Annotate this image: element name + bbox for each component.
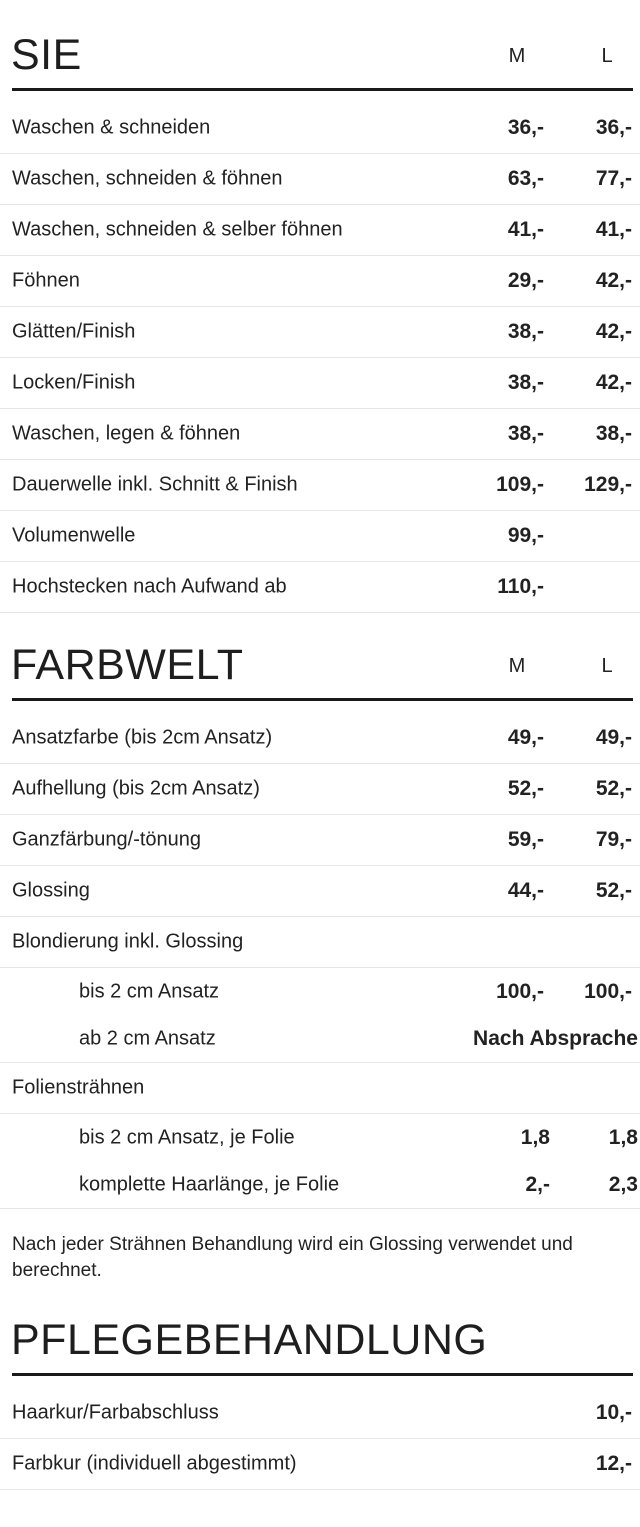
section-title: FARBWELT (11, 641, 244, 689)
sub-price-row: bis 2 cm Ansatz, je Folie 1,8 1,8 (0, 1114, 640, 1161)
price-m: 38,- (507, 422, 544, 445)
service-label: komplette Haarlänge, je Folie (79, 1173, 340, 1195)
service-label: Foliensträhnen (12, 1076, 145, 1099)
price-l: 10,- (595, 1401, 632, 1424)
service-label: Blondierung inkl. Glossing (12, 930, 244, 953)
service-label: Ganzfärbung/-tönung (12, 828, 202, 851)
section-title: PFLEGEBEHANDLUNG (11, 1316, 488, 1364)
column-header-l: L (601, 45, 613, 67)
price-l: 42,- (595, 269, 632, 292)
price-m: 2,- (525, 1172, 550, 1196)
service-label: Haarkur/Farbabschluss (12, 1401, 219, 1424)
price-l: 77,- (595, 167, 632, 190)
service-label: Locken/Finish (12, 371, 136, 394)
price-row: Föhnen 29,- 42,- (0, 256, 640, 307)
price-m: 38,- (507, 371, 544, 394)
service-label: Waschen, legen & föhnen (12, 422, 241, 445)
price-m: 29,- (507, 269, 544, 292)
price-l: 36,- (595, 116, 632, 139)
price-m: 49,- (507, 726, 544, 749)
service-label: bis 2 cm Ansatz, je Folie (79, 1126, 295, 1148)
price-m: 41,- (507, 218, 544, 241)
section-header: FARBWELT M L (11, 610, 633, 701)
sub-price-row: ab 2 cm Ansatz Nach Absprache (0, 1015, 640, 1063)
price-row: Waschen, legen & föhnen 38,- 38,- (0, 409, 640, 460)
service-label: bis 2 cm Ansatz (79, 980, 220, 1002)
price-row: Dauerwelle inkl. Schnitt & Finish 109,- 12… (0, 460, 640, 511)
sub-price-row: komplette Haarlänge, je Folie 2,- 2,3 (0, 1161, 640, 1209)
service-label: Ansatzfarbe (bis 2cm Ansatz) (12, 726, 273, 749)
price-row: Haarkur/Farbabschluss 10,- (0, 1388, 640, 1439)
service-label: Glätten/Finish (12, 320, 136, 343)
sub-price-row: bis 2 cm Ansatz 100,- 100,- (0, 968, 640, 1015)
service-label: Föhnen (12, 269, 80, 292)
price-row: Foliensträhnen (0, 1063, 640, 1114)
column-header-m: M (508, 45, 526, 67)
price-l: 38,- (595, 422, 632, 445)
price-m: 59,- (507, 828, 544, 851)
price-m: 1,8 (520, 1125, 550, 1149)
price-row: Glossing 44,- 52,- (0, 866, 640, 917)
price-l: 52,- (595, 777, 632, 800)
price-list: Haarkur/Farbabschluss 10,- Farbkur (indivi… (0, 1388, 640, 1490)
price-l: 129,- (584, 473, 632, 496)
service-label: Volumenwelle (12, 524, 136, 547)
section-farbwelt: FARBWELT M L Ansatzfarbe (bis 2cm Ansatz) 49… (0, 610, 640, 1209)
price-l: 42,- (595, 371, 632, 394)
service-label: Waschen, schneiden & selber föhnen (12, 218, 343, 241)
section-header: SIE M L (11, 0, 633, 91)
service-label: Farbkur (individuell abgestimmt) (12, 1452, 297, 1475)
price-l: 79,- (595, 828, 632, 851)
price-row: Aufhellung (bis 2cm Ansatz) 52,- 52,- (0, 764, 640, 815)
price-l: 2,3 (608, 1172, 638, 1196)
section-pflegebehandlung: PFLEGEBEHANDLUNG Haarkur/Farbabschluss 10,… (0, 1285, 640, 1490)
service-label: Waschen, schneiden & föhnen (12, 167, 283, 190)
price-m: 52,- (507, 777, 544, 800)
price-list: Ansatzfarbe (bis 2cm Ansatz) 49,- 49,- Aufh… (0, 713, 640, 1209)
price-row: Locken/Finish 38,- 42,- (0, 358, 640, 409)
section-sie: SIE M L Waschen & schneiden 36,- 36,- Waschen,… (0, 0, 640, 613)
section-header: PFLEGEBEHANDLUNG (11, 1285, 633, 1376)
price-l: 100,- (584, 979, 632, 1003)
price-m: 36,- (507, 116, 544, 139)
price-row: Glätten/Finish 38,- 42,- (0, 307, 640, 358)
strähnen-note: Nach jeder Strähnen Behandlung wird ein … (12, 1234, 573, 1281)
price-row: Blondierung inkl. Glossing (0, 917, 640, 968)
section-title: SIE (11, 31, 82, 79)
price-row: Waschen, schneiden & föhnen 63,- 77,- (0, 154, 640, 205)
price-m: 44,- (507, 879, 544, 902)
price-l: 52,- (595, 879, 632, 902)
price-l: 41,- (595, 218, 632, 241)
price-m: 38,- (507, 320, 544, 343)
column-header-l: L (601, 655, 613, 677)
column-header-m: M (508, 655, 526, 677)
price-m: 109,- (496, 473, 544, 496)
price-l: 49,- (595, 726, 632, 749)
price-on-request: Nach Absprache (473, 1026, 638, 1050)
price-m: 99,- (507, 524, 544, 547)
price-m: 100,- (496, 979, 544, 1003)
price-row: Hochstecken nach Aufwand ab 110,- (0, 562, 640, 613)
service-label: Waschen & schneiden (12, 116, 211, 139)
service-label: Glossing (12, 879, 90, 902)
price-m: 110,- (497, 575, 544, 598)
price-row: Ansatzfarbe (bis 2cm Ansatz) 49,- 49,- (0, 713, 640, 764)
price-row: Ganzfärbung/-tönung 59,- 79,- (0, 815, 640, 866)
price-l: 12,- (595, 1452, 632, 1475)
price-row: Volumenwelle 99,- (0, 511, 640, 562)
price-row: Waschen & schneiden 36,- 36,- (0, 103, 640, 154)
service-label: Hochstecken nach Aufwand ab (12, 575, 287, 598)
price-row: Waschen, schneiden & selber föhnen 41,- 41… (0, 205, 640, 256)
service-label: Dauerwelle inkl. Schnitt & Finish (12, 473, 298, 496)
price-l: 1,8 (608, 1125, 638, 1149)
service-label: Aufhellung (bis 2cm Ansatz) (12, 777, 260, 800)
price-list: Waschen & schneiden 36,- 36,- Waschen, schn… (0, 103, 640, 613)
service-label: ab 2 cm Ansatz (79, 1027, 216, 1049)
price-row: Farbkur (individuell abgestimmt) 12,- (0, 1439, 640, 1490)
price-m: 63,- (507, 167, 544, 190)
price-l: 42,- (595, 320, 632, 343)
